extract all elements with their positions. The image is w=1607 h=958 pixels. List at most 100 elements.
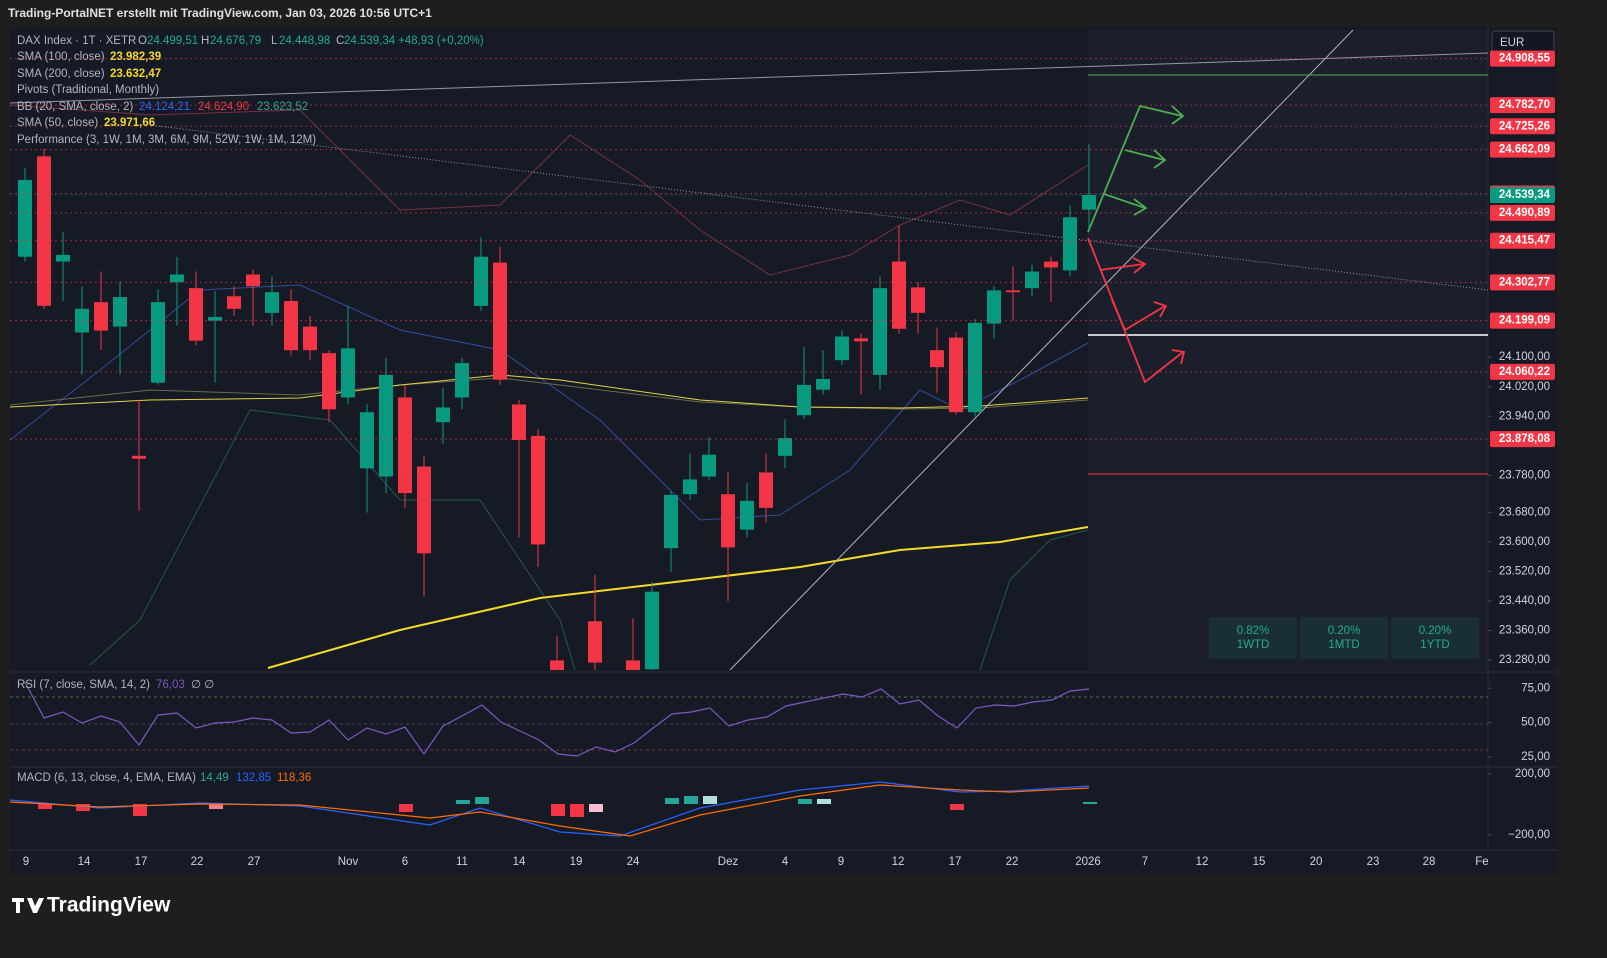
x-tick-label: 7 bbox=[1142, 856, 1148, 868]
level-label: 24.782,70 bbox=[1499, 99, 1550, 111]
level-label: 23.878,08 bbox=[1499, 433, 1551, 445]
arrow bbox=[1124, 149, 1165, 161]
histogram-bar bbox=[551, 804, 565, 816]
candle-body bbox=[37, 156, 51, 306]
currency[interactable]: EUR bbox=[1500, 37, 1524, 49]
candle-body bbox=[740, 500, 754, 530]
indicator-value: 24.124,21 bbox=[139, 101, 190, 113]
signal-line bbox=[9, 784, 1090, 837]
level-label: 24.060,22 bbox=[1499, 366, 1550, 378]
candle-body bbox=[759, 472, 773, 508]
x-tick-label: 17 bbox=[949, 856, 962, 868]
candle-body bbox=[968, 322, 982, 413]
x-tick-label: 24 bbox=[627, 856, 640, 868]
level-tag bbox=[1490, 118, 1555, 135]
level-tag bbox=[1490, 274, 1555, 291]
x-tick-label: 14 bbox=[78, 856, 91, 868]
candle-body bbox=[455, 363, 469, 398]
candle-body bbox=[1025, 271, 1039, 289]
histogram-bar bbox=[209, 804, 223, 809]
candle-body bbox=[816, 378, 830, 390]
rsi-line bbox=[24, 681, 1090, 757]
candle-body bbox=[189, 288, 203, 341]
x-tick-label: 14 bbox=[513, 856, 526, 868]
macd-pane: MACD (6, 13, close, 4, EMA, EMA) 14,49 1… bbox=[9, 772, 1097, 837]
candle-body bbox=[892, 261, 906, 329]
candle-body bbox=[512, 404, 526, 440]
bb-lower bbox=[979, 529, 1089, 670]
candle-body bbox=[132, 455, 146, 459]
level-label: 24.199,09 bbox=[1499, 315, 1550, 327]
candle-body bbox=[911, 287, 925, 313]
performance-label: 1YTD bbox=[1420, 639, 1449, 651]
x-tick-label: 4 bbox=[782, 856, 789, 868]
candle-body bbox=[1082, 194, 1096, 210]
bullish-arrows bbox=[1087, 104, 1185, 233]
arrow bbox=[1171, 105, 1185, 125]
x-tick-label: 11 bbox=[456, 856, 468, 868]
candle-body bbox=[284, 301, 298, 351]
level-tag bbox=[1490, 50, 1555, 67]
trendline bbox=[729, 30, 1354, 670]
indicator-value: 23.632,47 bbox=[110, 68, 161, 80]
candle-body bbox=[417, 466, 431, 554]
histogram-bar bbox=[399, 804, 413, 812]
level-label: 24.415,47 bbox=[1499, 235, 1550, 247]
arrow bbox=[1087, 237, 1184, 384]
level-tag bbox=[1490, 312, 1555, 329]
candle-body bbox=[360, 412, 374, 469]
x-tick-label: 12 bbox=[1196, 856, 1209, 868]
indicator-name: SMA (50, close) bbox=[17, 117, 98, 129]
candle-body bbox=[474, 256, 488, 306]
performance-value: 0.20% bbox=[1328, 625, 1361, 637]
histogram-bar bbox=[798, 799, 812, 804]
x-tick-label: 6 bbox=[402, 856, 408, 868]
x-tick-label: 17 bbox=[135, 856, 148, 868]
indicator-name: Pivots (Traditional, Monthly) bbox=[17, 84, 159, 96]
last-price-label: 24.539,34 bbox=[1499, 189, 1551, 201]
candle-body bbox=[227, 296, 241, 309]
indicator-value: 24.624,90 bbox=[198, 101, 249, 113]
histogram-bar bbox=[589, 804, 603, 812]
indicator-value: 23.982,39 bbox=[110, 51, 161, 63]
arrow bbox=[1111, 299, 1166, 332]
arrow bbox=[1099, 263, 1145, 271]
candle-body bbox=[246, 274, 260, 287]
histogram-bar bbox=[684, 796, 698, 804]
x-tick-label: 22 bbox=[1006, 856, 1019, 868]
level-label: 24.302,77 bbox=[1499, 276, 1550, 288]
candle-body bbox=[835, 336, 849, 361]
y-tick-label: 23.780,00 bbox=[1499, 469, 1550, 481]
level-tag bbox=[1490, 431, 1555, 448]
candle-body bbox=[398, 397, 412, 494]
indicator-name: SMA (200, close) bbox=[17, 68, 105, 80]
x-tick-label: 9 bbox=[838, 856, 844, 868]
candle-body bbox=[379, 374, 393, 477]
x-tick-label: 19 bbox=[570, 856, 583, 868]
candle-body bbox=[702, 454, 716, 477]
change: +48,93 (+0,20%) bbox=[398, 35, 484, 47]
y-tick-label: 24.020,00 bbox=[1499, 381, 1550, 393]
level-tag bbox=[1490, 232, 1555, 249]
x-tick-label: Nov bbox=[338, 856, 359, 868]
y-tick-label: 50,00 bbox=[1521, 717, 1550, 729]
x-tick-label: Fe bbox=[1475, 856, 1488, 868]
histogram-bar bbox=[570, 804, 584, 817]
performance-label: 1MTD bbox=[1328, 639, 1359, 651]
candle-body bbox=[1063, 217, 1077, 271]
last-price-tag bbox=[1490, 186, 1555, 203]
indicator-name: Performance (3, 1W, 1M, 3M, 6M, 9M, 52W,… bbox=[17, 134, 316, 146]
candle-body bbox=[436, 407, 450, 423]
logo-text: TradingView bbox=[47, 894, 171, 917]
y-tick-label: 24.100,00 bbox=[1499, 351, 1550, 363]
candle-body bbox=[493, 262, 507, 380]
arrow bbox=[1132, 257, 1147, 274]
sma-50 bbox=[10, 377, 1089, 410]
candle-body bbox=[873, 288, 887, 375]
y-tick-label: 23.440,00 bbox=[1499, 595, 1550, 607]
sma-100 bbox=[10, 374, 1089, 409]
ohlc-key: O bbox=[138, 35, 147, 47]
macd-line bbox=[9, 781, 1090, 837]
sma-200 bbox=[267, 526, 1089, 669]
candles bbox=[18, 144, 1096, 670]
